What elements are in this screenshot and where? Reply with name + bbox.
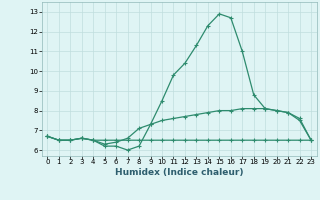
X-axis label: Humidex (Indice chaleur): Humidex (Indice chaleur) <box>115 168 244 177</box>
